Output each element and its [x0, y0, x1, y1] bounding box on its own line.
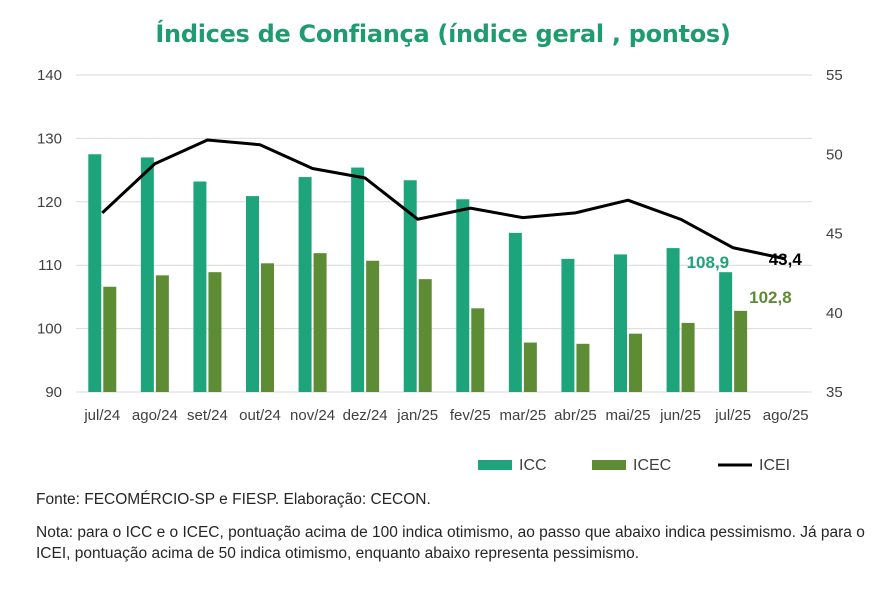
bar-icc	[719, 272, 733, 392]
gridlines	[76, 74, 812, 393]
x-tick-label: set/24	[187, 407, 228, 424]
left-tick-label: 90	[45, 384, 62, 401]
source-note: Fonte: FECOMÉRCIO-SP e FIESP. Elaboração…	[36, 491, 431, 508]
right-axis-ticks: 35 40 45 50 55	[826, 67, 843, 401]
x-tick-label: mar/25	[500, 407, 547, 424]
x-tick-label: mai/25	[605, 407, 650, 424]
legend-label-icc: ICC	[519, 457, 547, 474]
bar-icec	[471, 308, 485, 392]
left-axis-ticks: 90 100 110 120 130 140	[37, 67, 62, 401]
explanation-note: Nota: para o ICC e o ICEC, pontuação aci…	[36, 524, 865, 562]
bar-icc	[508, 232, 522, 392]
bar-icc	[403, 180, 417, 392]
bar-icec	[418, 279, 432, 392]
x-tick-label: dez/24	[343, 407, 388, 424]
x-axis-ticks: jul/24 ago/24 set/24 out/24 nov/24 dez/24 jan/…	[83, 407, 808, 424]
bar-icc	[298, 177, 312, 392]
x-tick-label: jul/25	[714, 407, 751, 424]
right-tick-label: 35	[826, 384, 843, 401]
right-tick-label: 40	[826, 305, 843, 322]
left-tick-label: 140	[37, 67, 62, 84]
legend-label-icec: ICEC	[633, 457, 671, 474]
x-tick-label: ago/25	[763, 407, 809, 424]
legend-label-icei: ICEI	[759, 457, 790, 474]
legend: ICC ICEC ICEI	[478, 457, 790, 474]
x-tick-label: fev/25	[450, 407, 491, 424]
bar-icec	[629, 333, 642, 392]
line-icei	[101, 138, 787, 261]
left-tick-label: 120	[37, 194, 62, 211]
data-labels: 108,9 102,8 43,4	[687, 250, 803, 307]
bar-icc	[614, 254, 627, 392]
bar-icc	[140, 157, 154, 392]
right-tick-label: 50	[826, 146, 843, 163]
bar-icc	[351, 167, 365, 392]
x-tick-label: nov/24	[290, 407, 335, 424]
combo-chart: 90 100 110 120 130 140 35 40 45 50 55 jul/24 ago/2…	[37, 67, 843, 474]
bar-icec	[313, 253, 327, 392]
legend-swatch-icc	[478, 460, 512, 470]
bar-icec	[208, 272, 222, 392]
x-tick-label: ago/24	[132, 407, 178, 424]
bar-icc	[456, 199, 470, 392]
line-series	[101, 138, 787, 261]
bar-icec	[261, 263, 274, 392]
bar-icec	[155, 275, 169, 392]
bar-icec	[523, 342, 537, 392]
bar-icec	[103, 286, 117, 392]
bar-icec	[366, 260, 380, 392]
bar-icc	[246, 196, 259, 392]
left-tick-label: 100	[37, 321, 62, 338]
icc-data-label: 108,9	[687, 253, 730, 272]
bar-icec	[681, 322, 695, 392]
right-tick-label: 45	[826, 226, 843, 243]
x-tick-label: out/24	[239, 407, 281, 424]
left-tick-label: 130	[37, 130, 62, 147]
right-tick-label: 55	[826, 67, 843, 84]
x-tick-label: jan/25	[396, 407, 438, 424]
bar-icec	[734, 310, 748, 392]
bar-icc	[561, 258, 575, 392]
bar-icec	[576, 343, 590, 392]
chart-title: Índices de Confiança (índice geral , pon…	[155, 20, 731, 48]
bar-icc	[666, 248, 680, 392]
bar-icc	[88, 154, 102, 392]
icei-data-label: 43,4	[769, 250, 803, 269]
bar-icc	[193, 181, 207, 392]
left-tick-label: 110	[38, 257, 62, 274]
icec-data-label: 102,8	[749, 288, 792, 307]
x-tick-label: jun/25	[659, 407, 701, 424]
legend-swatch-icec	[592, 460, 626, 470]
x-tick-label: jul/24	[83, 407, 120, 424]
x-tick-label: abr/25	[554, 407, 597, 424]
bar-series	[88, 154, 748, 392]
